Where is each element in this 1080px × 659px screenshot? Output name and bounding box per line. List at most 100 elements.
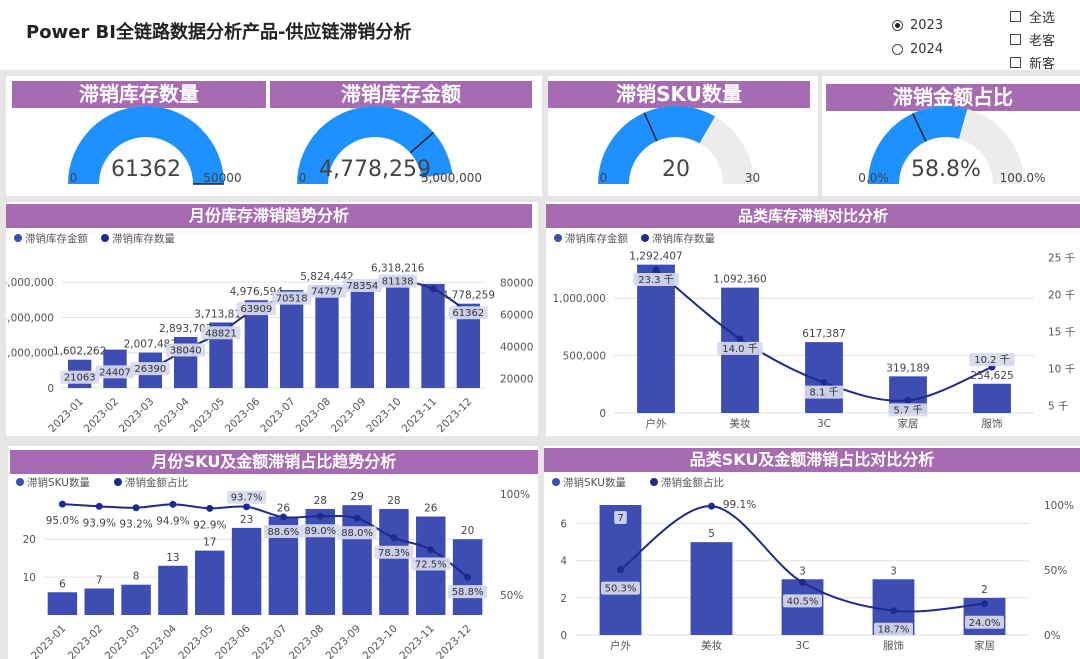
customer-option-label: 新客 — [1029, 56, 1056, 72]
gauge-chart: 58.8% 0.0% 100.0% — [858, 105, 1045, 185]
x-axis-tick: 2023-04 — [152, 395, 192, 435]
kpi-title: 滞销SKU数量 — [548, 81, 810, 108]
y-axis-left-tick: 2,000,000 — [6, 348, 54, 360]
y-axis-right-tick: 50% — [1044, 565, 1067, 577]
bar-data-label: 5 — [708, 528, 715, 540]
customer-option-all[interactable]: 全选 — [1010, 5, 1055, 27]
line-point — [132, 504, 140, 512]
customer-option-label: 老客 — [1029, 33, 1056, 49]
line-data-label-bg — [965, 615, 1004, 629]
line-point — [464, 573, 472, 581]
year-option-2023[interactable]: 2023 — [892, 14, 943, 36]
line-point — [206, 504, 214, 512]
bar-data-label: 17 — [203, 537, 216, 549]
line-data-label-bg — [130, 362, 170, 376]
gauge-group: 58.8% 0.0% 100.0% — [858, 105, 1045, 185]
x-axis-tick: 服饰 — [982, 417, 1003, 430]
x-axis-tick: 2023-02 — [66, 623, 106, 659]
chart-panel-category-inventory[interactable]: 品类库存滞销对比分析 滞销库存金额 滞销库存数量 0 500,000 1,000,000… — [546, 202, 1080, 436]
line-data-label: 48821 — [205, 328, 237, 339]
line-point — [279, 513, 287, 521]
kpi-panel-inventory-qty[interactable]: 滞销库存数量 61362 0 50000 — [6, 76, 270, 196]
bar — [84, 588, 114, 615]
bar-data-label: 1,292,407 — [629, 251, 682, 263]
bar-data-label: 319,189 — [886, 362, 929, 374]
line-data-label-bg — [874, 622, 913, 636]
legend-label: 滞销库存金额 — [25, 232, 88, 245]
line-data-label: 78354 — [346, 281, 378, 292]
line-data-label: 88.6% — [268, 527, 300, 538]
combo-chart: 滞销SKU数量 滞销金额占比 20 10 50% 100% 6 95.0% 7 93.9% 8 93.… — [16, 476, 530, 659]
line-data-label: 14.0 千 — [722, 343, 757, 355]
legend-label: 滞销库存金额 — [565, 232, 628, 245]
checkbox-icon[interactable] — [1010, 56, 1021, 68]
bar-data-label: 617,387 — [802, 328, 845, 340]
line-data-label: 58.8% — [452, 587, 484, 598]
y-axis-left-tick: 2 — [560, 593, 567, 605]
x-axis-tick: 2023-12 — [435, 396, 475, 436]
line-point — [981, 600, 988, 608]
chart-panel-monthly-inventory[interactable]: 月份库存滞销趋势分析 滞销库存金额 滞销库存数量 0 2,000,000 4,000,0… — [6, 202, 538, 436]
bar — [195, 550, 225, 615]
bar-data-label: 2,893,703 — [159, 323, 212, 335]
gauge-value: 58.8% — [911, 157, 981, 182]
y-axis-right-tick: 20 千 — [1048, 289, 1075, 301]
gauge-max-label: 5,000,000 — [421, 171, 482, 185]
bar-data-label: 3 — [890, 565, 897, 577]
gauge-min-label: 0 — [299, 171, 307, 185]
legend-bar-swatch — [14, 234, 22, 242]
line-data-label-bg — [601, 581, 640, 595]
legend-bar-swatch — [16, 478, 24, 486]
y-axis-right-tick: 60000 — [500, 309, 533, 321]
gauge-value: 4,778,259 — [319, 157, 431, 182]
gauge-fill — [868, 105, 968, 184]
radio-selected-icon[interactable] — [892, 19, 903, 31]
checkbox-icon[interactable] — [1010, 10, 1021, 22]
x-axis-tick: 美妆 — [701, 639, 722, 652]
legend-line-swatch — [101, 234, 109, 242]
line-data-label-bg — [378, 274, 418, 288]
line-data-label-bg — [95, 365, 135, 379]
line-data-label-bg — [804, 385, 844, 399]
year-option-2024[interactable]: 2024 — [892, 38, 943, 60]
line-data-label-bg — [374, 545, 414, 559]
y-axis-right-tick: 40000 — [500, 341, 533, 353]
gauge-chart: 4,778,259 0 5,000,000 — [297, 105, 482, 185]
chart-panel-monthly-sku[interactable]: 月份SKU及金额滞销占比趋势分析 滞销SKU数量 滞销金额占比 20 10 50% 100… — [8, 446, 538, 659]
kpi-panel-amount-ratio[interactable]: 滞销金额占比 58.8% 0.0% 100.0% — [822, 76, 1080, 196]
line-data-label: 78.3% — [378, 548, 410, 559]
line-point — [353, 514, 361, 522]
y-axis-right-tick: 10 千 — [1048, 364, 1075, 376]
combo-chart: 滞销库存金额 滞销库存数量 0 2,000,000 4,000,000 6,000,000… — [6, 232, 533, 436]
line-data-label: 24.0% — [969, 618, 1001, 629]
customer-option-new[interactable]: 新客 — [1010, 51, 1055, 73]
line-data-label-bg — [60, 370, 100, 384]
line-data-label: 89.0% — [304, 526, 336, 537]
gauge-value: 61362 — [111, 157, 181, 182]
checkbox-icon[interactable] — [1010, 33, 1021, 45]
y-axis-right-tick: 5 千 — [1048, 401, 1069, 413]
chart-legend: 滞销库存金额 滞销库存数量 — [554, 232, 715, 245]
line-data-label: 50.3% — [605, 584, 637, 595]
year-slicer: 2023 2024 — [892, 14, 943, 62]
bar-data-label-bg — [614, 511, 627, 524]
line-data-label-bg — [236, 302, 276, 316]
line-data-label: 94.9% — [156, 515, 189, 527]
bar-data-label: 28 — [387, 495, 400, 507]
line-data-label: 24407 — [99, 367, 131, 378]
customer-option-old[interactable]: 老客 — [1010, 28, 1055, 50]
line-point — [427, 545, 435, 553]
y-axis-right-tick: 100% — [1044, 500, 1074, 512]
legend-line-swatch — [650, 478, 658, 486]
chart-title: 品类SKU及金额滞销占比对比分析 — [544, 448, 1080, 472]
bar — [47, 592, 78, 615]
kpi-panel-sku-count[interactable]: 滞销SKU数量 20 0 30 — [548, 76, 818, 196]
line-data-label: 21063 — [64, 373, 96, 384]
chart-legend: 滞销库存金额 滞销库存数量 — [14, 232, 175, 245]
bar — [280, 290, 304, 388]
line-point — [169, 500, 177, 508]
chart-panel-category-sku[interactable]: 品类SKU及金额滞销占比对比分析 滞销SKU数量 滞销金额占比 0 2 4 6 0% 50% 1… — [544, 446, 1080, 659]
kpi-panel-inventory-amount[interactable]: 滞销库存金额 4,778,259 0 5,000,000 — [270, 76, 542, 196]
line-data-label-bg — [633, 273, 679, 287]
radio-unselected-icon[interactable] — [892, 43, 903, 55]
